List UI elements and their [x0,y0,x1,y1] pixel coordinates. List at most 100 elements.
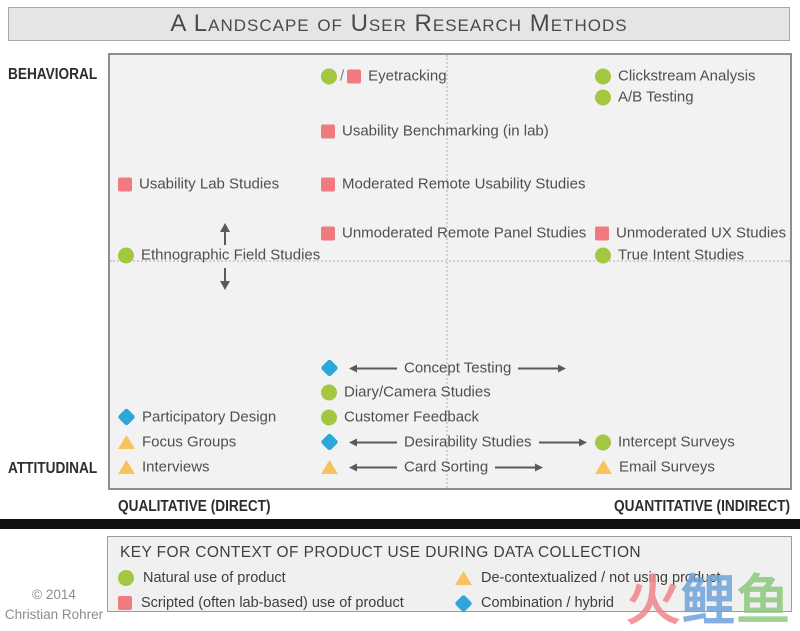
axis-label-behavioral: BEHAVIORAL [8,66,98,83]
circle-marker-icon [118,247,134,263]
triangle-marker-icon [321,460,338,474]
method-participatory-design: Participatory Design [117,407,277,427]
chart-area [108,53,792,490]
right-arrow-icon [538,438,587,446]
diamond-marker-icon [117,407,136,427]
circle-marker-icon [118,570,134,586]
circle-marker-icon [321,409,337,425]
method-clickstream-analysis: Clickstream Analysis [595,68,756,85]
method-card-sorting: Card Sorting [321,459,547,476]
method-label: Clickstream Analysis [618,67,756,85]
method-label: Unmoderated Remote Panel Studies [342,224,587,242]
method-eyetracking: / Eyetracking [321,68,447,85]
square-marker-icon [118,596,132,610]
left-arrow-icon [349,438,397,446]
method-desirability-studies: Desirability Studies [320,432,591,452]
quadrant-divider-vertical [446,55,448,488]
title-bar: A Landscape of User Research Methods [8,7,790,41]
legend-item-label: Natural use of product [143,570,286,586]
left-arrow-icon [349,364,397,372]
diamond-marker-icon [454,593,473,613]
page-title: A Landscape of User Research Methods [170,10,628,37]
method-label: Usability Benchmarking (in lab) [342,122,549,140]
method-ethnographic-field-studies: Ethnographic Field Studies [118,247,320,264]
method-label: Concept Testing [404,359,512,377]
method-interviews: Interviews [118,459,210,476]
square-marker-icon [118,177,132,191]
triangle-marker-icon [455,571,472,585]
triangle-marker-icon [118,460,135,474]
circle-marker-icon [595,68,611,84]
copyright: © 2014 Christian Rohrer [2,585,106,624]
legend-item-combination-hybrid: Combination / hybrid [454,593,614,613]
square-marker-icon [321,226,335,240]
left-arrow-icon [349,463,397,471]
watermark-char: 鲤 [681,571,736,631]
method-label: Eyetracking [368,67,447,85]
method-label: Usability Lab Studies [139,175,280,193]
legend-item-label: Scripted (often lab-based) use of produc… [141,595,404,611]
method-label: Moderated Remote Usability Studies [342,175,586,193]
method-label: Interviews [142,458,210,476]
square-marker-icon [321,124,335,138]
method-label: True Intent Studies [618,246,745,264]
method-label: A/B Testing [618,88,694,106]
method-label: Desirability Studies [404,433,532,451]
right-arrow-icon [495,463,544,471]
method-label: Card Sorting [404,458,489,476]
circle-marker-icon [321,68,337,84]
legend-title: KEY FOR CONTEXT OF PRODUCT USE DURING DA… [120,544,641,561]
method-unmoderated-remote-panel-studies: Unmoderated Remote Panel Studies [321,225,586,242]
legend-item-natural-use-of-product: Natural use of product [118,570,286,586]
method-label: Focus Groups [142,433,237,451]
axis-label-attitudinal: ATTITUDINAL [8,460,98,477]
method-diary-camera-studies: Diary/Camera Studies [321,384,491,401]
watermark: 火鲤鱼 [626,574,791,628]
method-label: Ethnographic Field Studies [141,246,321,264]
watermark-char: 鱼 [736,571,791,631]
legend-item-label: De-contextualized / not using product [481,570,721,586]
diamond-marker-icon [320,358,339,378]
square-marker-icon [321,177,335,191]
slash-separator: / [340,67,345,85]
method-usability-benchmarking-in-lab: Usability Benchmarking (in lab) [321,123,549,140]
axis-label-qualitative: QUALITATIVE (DIRECT) [118,498,271,515]
method-unmoderated-ux-studies: Unmoderated UX Studies [595,225,786,242]
axis-label-quantitative: QUANTITATIVE (INDIRECT) [613,498,790,515]
method-email-surveys: Email Surveys [595,459,715,476]
method-label: Diary/Camera Studies [344,383,491,401]
method-usability-lab-studies: Usability Lab Studies [118,176,279,193]
legend-item-de-contextualized-not-using-product: De-contextualized / not using product [455,570,720,586]
copyright-year: © 2014 [32,587,76,602]
range-arrow-down-icon [220,268,230,290]
method-label: Customer Feedback [344,408,480,426]
diamond-marker-icon [320,432,339,452]
triangle-marker-icon [595,460,612,474]
method-label: Unmoderated UX Studies [616,224,787,242]
legend-box: KEY FOR CONTEXT OF PRODUCT USE DURING DA… [107,536,792,613]
method-label: Email Surveys [619,458,715,476]
method-moderated-remote-usability-studies: Moderated Remote Usability Studies [321,176,585,193]
divider-bar [0,519,800,529]
method-a-b-testing: A/B Testing [595,89,694,106]
square-marker-icon [595,226,609,240]
method-label: Participatory Design [142,408,277,426]
method-intercept-surveys: Intercept Surveys [595,434,735,451]
method-true-intent-studies: True Intent Studies [595,247,744,264]
method-focus-groups: Focus Groups [118,434,236,451]
triangle-marker-icon [118,435,135,449]
method-concept-testing: Concept Testing [320,358,570,378]
watermark-char: 火 [626,571,681,631]
legend-item-scripted-often-lab-based-use-of-product: Scripted (often lab-based) use of produc… [118,595,404,611]
method-label: Intercept Surveys [618,433,735,451]
circle-marker-icon [595,247,611,263]
copyright-author: Christian Rohrer [4,606,104,622]
quadrant-divider-horizontal [110,260,790,262]
method-customer-feedback: Customer Feedback [321,409,479,426]
circle-marker-icon [595,89,611,105]
right-arrow-icon [518,364,567,372]
legend-item-label: Combination / hybrid [481,595,614,611]
circle-marker-icon [595,434,611,450]
range-arrow-up-icon [220,223,230,245]
circle-marker-icon [321,384,337,400]
